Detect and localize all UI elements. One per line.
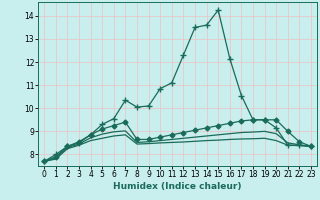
X-axis label: Humidex (Indice chaleur): Humidex (Indice chaleur) [113, 182, 242, 191]
